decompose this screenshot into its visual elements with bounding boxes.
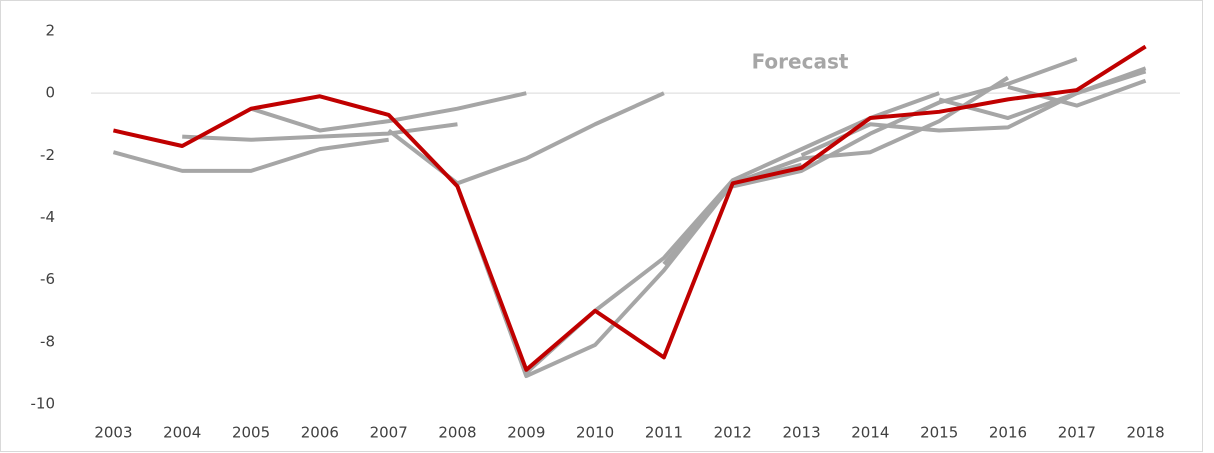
x-tick-label: 2010 xyxy=(576,424,614,442)
series-line xyxy=(662,75,1010,266)
x-tick-label: 2008 xyxy=(438,424,476,442)
x-tick-label: 2007 xyxy=(370,424,408,442)
x-tick-label: 2013 xyxy=(782,424,820,442)
x-tick-label: 2016 xyxy=(989,424,1027,442)
x-tick-label: 2014 xyxy=(851,424,889,442)
series-line xyxy=(112,44,1147,372)
series-line xyxy=(732,57,1078,189)
series-line xyxy=(1007,78,1147,108)
y-tick-label: -10 xyxy=(31,395,56,413)
x-tick-label: 2017 xyxy=(1058,424,1096,442)
x-tick-label: 2005 xyxy=(232,424,270,442)
annotation: Forecast xyxy=(752,50,849,74)
y-tick-label: -6 xyxy=(40,270,55,288)
x-tick-label: 2004 xyxy=(163,424,201,442)
x-tick-label: 2011 xyxy=(645,424,683,442)
y-tick-label: -4 xyxy=(40,208,55,226)
y-tick-label: 2 xyxy=(45,22,55,40)
series-line xyxy=(250,91,527,133)
series-line xyxy=(182,122,458,142)
x-tick-label: 2018 xyxy=(1127,424,1165,442)
x-tick-label: 2003 xyxy=(94,424,132,442)
y-tick-label: -2 xyxy=(40,146,55,164)
series-line xyxy=(387,91,665,186)
y-tick-label: -8 xyxy=(40,332,55,350)
x-tick-label: 2009 xyxy=(507,424,545,442)
x-tick-label: 2006 xyxy=(301,424,339,442)
y-tick-label: 0 xyxy=(45,84,55,102)
series-line xyxy=(112,137,389,173)
series-line xyxy=(938,66,1147,121)
x-tick-label: 2015 xyxy=(920,424,958,442)
x-tick-label: 2012 xyxy=(714,424,752,442)
